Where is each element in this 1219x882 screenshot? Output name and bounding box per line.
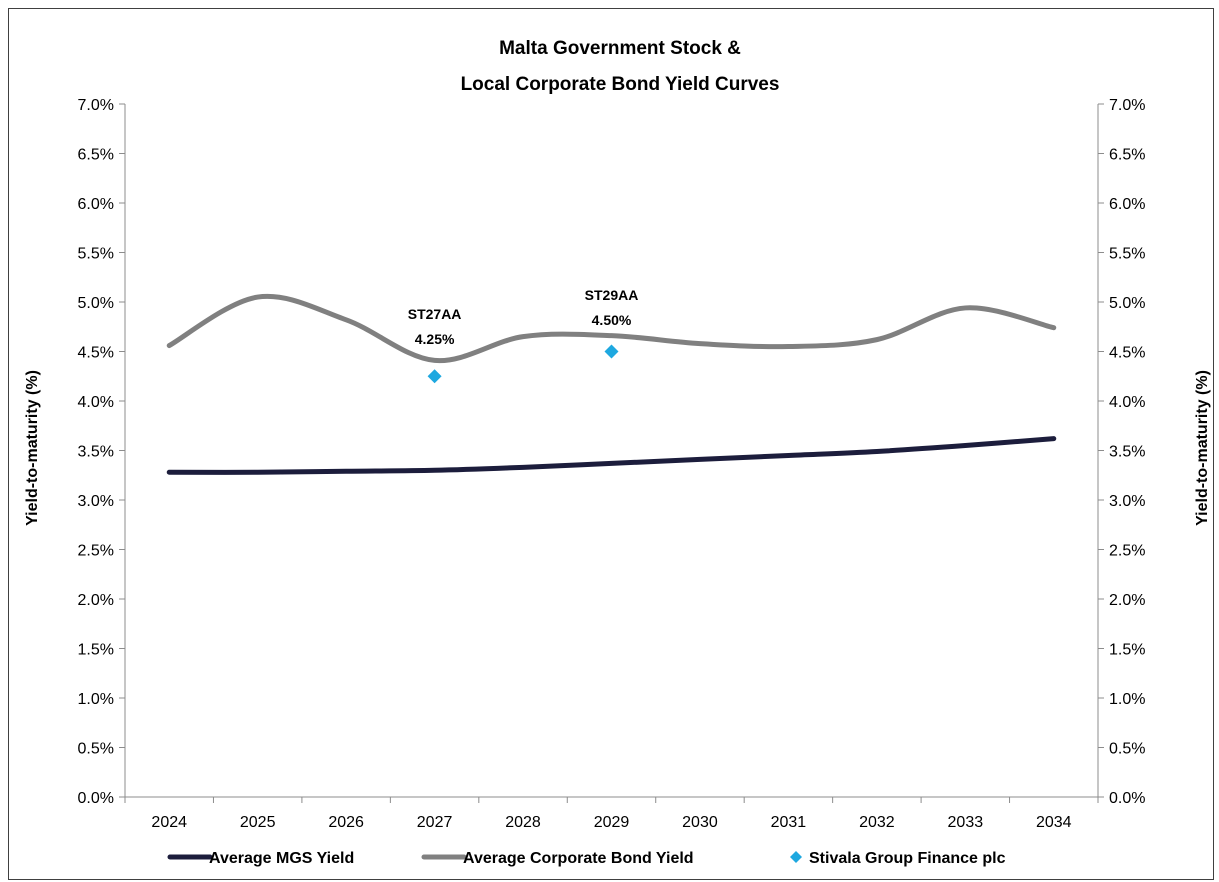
x-tick-label: 2031 <box>771 814 807 831</box>
x-tick-label: 2025 <box>240 814 276 831</box>
y-tick-label-right: 0.0% <box>1109 790 1145 807</box>
y-tick-label-left: 3.5% <box>78 444 114 461</box>
y-tick-label-left: 7.0% <box>78 97 114 114</box>
annotation-st29aa-code: ST29AA <box>585 287 639 303</box>
stivala-bond-marker <box>604 344 619 359</box>
y-tick-label-right: 4.5% <box>1109 345 1145 362</box>
y-tick-label-right: 1.5% <box>1109 642 1145 659</box>
annotation-st29aa-yield: 4.50% <box>592 312 632 328</box>
y-tick-label-right: 5.0% <box>1109 295 1145 312</box>
y-tick-label-right: 1.0% <box>1109 691 1145 708</box>
y-axis-title-right: Yield-to-maturity (%) <box>1194 370 1211 526</box>
y-tick-label-left: 5.0% <box>78 295 114 312</box>
legend-label-stivala: Stivala Group Finance plc <box>809 850 1006 867</box>
x-tick-label: 2026 <box>328 814 364 831</box>
y-tick-label-left: 0.0% <box>78 790 114 807</box>
y-tick-label-left: 2.5% <box>78 543 114 560</box>
mgs-yield-line <box>166 436 1057 475</box>
y-tick-label-left: 0.5% <box>78 741 114 758</box>
y-tick-label-left: 3.0% <box>78 493 114 510</box>
legend-swatch-stivala <box>790 851 802 863</box>
y-tick-label-right: 3.5% <box>1109 444 1145 461</box>
y-tick-label-right: 2.0% <box>1109 592 1145 609</box>
x-tick-label: 2032 <box>859 814 895 831</box>
x-tick-label: 2024 <box>151 814 187 831</box>
chart-title-line-1: Malta Government Stock & <box>499 38 741 59</box>
y-tick-label-right: 6.5% <box>1109 147 1145 164</box>
x-tick-label: 2027 <box>417 814 453 831</box>
y-axis-title-left: Yield-to-maturity (%) <box>24 370 41 526</box>
y-tick-label-right: 3.0% <box>1109 493 1145 510</box>
x-tick-label: 2030 <box>682 814 718 831</box>
y-tick-label-left: 2.0% <box>78 592 114 609</box>
y-tick-label-right: 5.5% <box>1109 246 1145 263</box>
annotation-st27aa-code: ST27AA <box>408 306 462 322</box>
series-layer <box>166 293 1057 475</box>
y-tick-label-left: 1.5% <box>78 642 114 659</box>
left-y-tick-labels: 0.0% 0.5% 1.0% 1.5% 2.0% 2.5% 3.0% 3.5% 4.0% 4.5%… <box>78 97 114 807</box>
legend-label-corporate: Average Corporate Bond Yield <box>463 850 694 867</box>
legend-label-mgs: Average MGS Yield <box>209 850 354 867</box>
y-tick-label-left: 4.5% <box>78 345 114 362</box>
y-tick-label-right: 4.0% <box>1109 394 1145 411</box>
corporate-bond-yield-line <box>166 293 1057 364</box>
x-tick-label: 2028 <box>505 814 541 831</box>
y-tick-label-left: 6.5% <box>78 147 114 164</box>
y-tick-label-right: 6.0% <box>1109 196 1145 213</box>
axes <box>119 103 1104 803</box>
chart-title: Malta Government Stock & Local Corporate… <box>461 38 780 95</box>
y-tick-label-right: 0.5% <box>1109 741 1145 758</box>
annotations: ST27AA 4.25% ST29AA 4.50% <box>408 287 639 347</box>
x-tick-labels: 2024 2025 2026 2027 2028 2029 2030 2031 2032 2033… <box>151 814 1071 831</box>
right-y-tick-labels: 0.0% 0.5% 1.0% 1.5% 2.0% 2.5% 3.0% 3.5% 4.0% 4.5%… <box>1109 97 1145 807</box>
y-tick-label-left: 1.0% <box>78 691 114 708</box>
annotation-st27aa-yield: 4.25% <box>415 331 455 347</box>
y-tick-label-left: 6.0% <box>78 196 114 213</box>
stivala-bond-marker <box>427 369 442 384</box>
x-tick-label: 2029 <box>594 814 630 831</box>
y-tick-label-left: 5.5% <box>78 246 114 263</box>
y-tick-label-right: 7.0% <box>1109 97 1145 114</box>
y-tick-label-left: 4.0% <box>78 394 114 411</box>
y-tick-label-right: 2.5% <box>1109 543 1145 560</box>
chart-title-line-2: Local Corporate Bond Yield Curves <box>461 74 780 95</box>
x-tick-label: 2034 <box>1036 814 1072 831</box>
legend: Average MGS Yield Average Corporate Bond … <box>167 850 1006 867</box>
x-tick-label: 2033 <box>948 814 984 831</box>
